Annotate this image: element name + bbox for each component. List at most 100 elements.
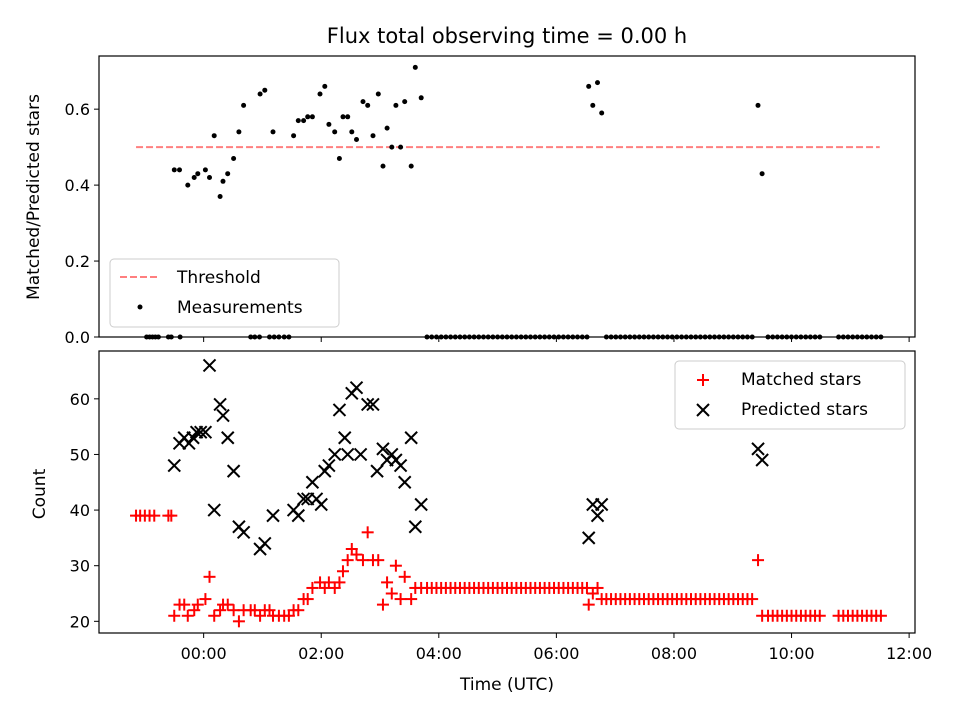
matched-star-point xyxy=(398,570,411,583)
predicted-x-b xyxy=(340,447,355,462)
predicted-x-b xyxy=(755,453,769,467)
predicted-star-point xyxy=(376,442,390,456)
predicted-star-point xyxy=(182,436,196,451)
predicted-x-b xyxy=(360,397,375,412)
predicted-x-b xyxy=(305,475,320,489)
matched-star-point xyxy=(591,581,604,594)
measurement-point xyxy=(365,102,371,108)
measurement-point xyxy=(345,114,351,120)
predicted-star-point xyxy=(305,475,320,489)
top-x-ticks xyxy=(203,337,910,342)
legend-predicted-swatch xyxy=(696,403,710,417)
measurement-point xyxy=(241,102,247,108)
measurement-point xyxy=(336,156,342,161)
predicted-x-b xyxy=(202,358,217,373)
top-legend-box xyxy=(109,258,340,328)
measurement-point xyxy=(340,114,346,120)
predicted-star-point xyxy=(594,497,609,512)
matched-star-point xyxy=(165,509,178,522)
matched-star-point xyxy=(148,509,161,522)
legend-threshold-label: Threshold xyxy=(176,268,261,288)
predicted-star-point xyxy=(167,458,181,473)
top-y-tick-label: 0.2 xyxy=(65,252,90,271)
measurement-point xyxy=(305,114,311,120)
measurement-point xyxy=(326,121,332,127)
measurement-point xyxy=(291,133,297,139)
predicted-star-point xyxy=(332,403,347,417)
matched-star-point xyxy=(394,593,407,606)
predicted-star-point xyxy=(258,536,272,551)
measurement-point xyxy=(370,133,376,139)
measurement-point xyxy=(354,137,359,142)
predicted-x-b xyxy=(751,442,765,456)
matched-star-point xyxy=(405,593,418,606)
predicted-x-b xyxy=(221,431,235,445)
measurement-point xyxy=(755,102,761,108)
predicted-star-point xyxy=(590,508,605,523)
predicted-star-point xyxy=(266,508,280,523)
matched-star-point xyxy=(333,576,346,589)
matched-star-point xyxy=(232,615,245,628)
bottom-x-tick-label: 04:00 xyxy=(416,644,462,663)
matched-star-point xyxy=(874,609,887,622)
measurement-point xyxy=(220,178,226,184)
matched-star-point xyxy=(582,598,595,611)
predicted-star-point xyxy=(353,447,368,462)
predicted-star-point xyxy=(198,425,213,439)
measurement-point xyxy=(295,118,301,124)
top-y-tick-label: 0.4 xyxy=(65,176,90,195)
predicted-star-point xyxy=(397,475,412,489)
bottom-y-tick-label: 60 xyxy=(70,390,90,409)
predicted-x-b xyxy=(291,508,306,523)
matched-star-point xyxy=(292,604,305,617)
measurement-point xyxy=(759,171,765,177)
matched-star-point xyxy=(746,593,759,606)
measurement-point xyxy=(225,171,231,177)
bottom-panel: 20 30 40 50 60 00:00 02:00 04:00 06:00 08:00 10:0… xyxy=(30,350,932,695)
legend-matched-label: Matched stars xyxy=(741,370,861,390)
x-axis-label: Time (UTC) xyxy=(459,675,554,695)
predicted-star-point xyxy=(318,464,332,478)
predicted-star-point xyxy=(338,431,352,445)
measurement-point xyxy=(171,167,177,173)
predicted-star-point xyxy=(393,458,408,473)
bottom-y-tick-label: 50 xyxy=(70,445,90,464)
measurement-point xyxy=(231,156,237,161)
predicted-x-b xyxy=(193,425,208,439)
measurement-point xyxy=(301,118,307,124)
top-y-tick-label: 0.0 xyxy=(65,328,90,347)
measurement-point xyxy=(586,83,592,89)
predicted-star-point xyxy=(193,425,208,439)
predicted-x-b xyxy=(266,508,280,523)
measurement-point xyxy=(177,167,182,173)
measurement-point xyxy=(202,167,208,173)
predicted-star-point xyxy=(328,447,342,462)
predicted-x-b xyxy=(216,408,230,423)
predicted-x-b xyxy=(182,436,196,451)
predicted-x-b xyxy=(590,508,605,523)
matched-star-point xyxy=(168,609,181,622)
predicted-star-point xyxy=(408,520,422,534)
bottom-x-tick-label: 00:00 xyxy=(181,644,227,663)
bottom-series-layer xyxy=(130,358,887,628)
measurement-point xyxy=(375,91,381,97)
matched-star-point xyxy=(322,576,335,589)
predicted-star-point xyxy=(322,458,336,473)
matched-star-point xyxy=(178,598,191,611)
predicted-star-point xyxy=(751,442,765,456)
predicted-star-point xyxy=(755,453,769,467)
top-y-axis-label: Matched/Predicted stars xyxy=(24,94,44,300)
measurement-point xyxy=(207,175,212,180)
matched-star-point xyxy=(306,581,319,594)
predicted-x-b xyxy=(385,447,399,462)
predicted-x-b xyxy=(414,497,428,512)
predicted-x-b xyxy=(328,447,342,462)
predicted-star-point xyxy=(582,531,596,545)
predicted-star-point xyxy=(360,397,375,412)
predicted-star-point xyxy=(414,497,428,512)
top-chart-title: Flux total observing time = 0.00 h xyxy=(327,24,687,48)
predicted-x-b xyxy=(349,381,364,395)
matched-star-point xyxy=(341,554,354,567)
matched-star-point xyxy=(203,570,216,583)
